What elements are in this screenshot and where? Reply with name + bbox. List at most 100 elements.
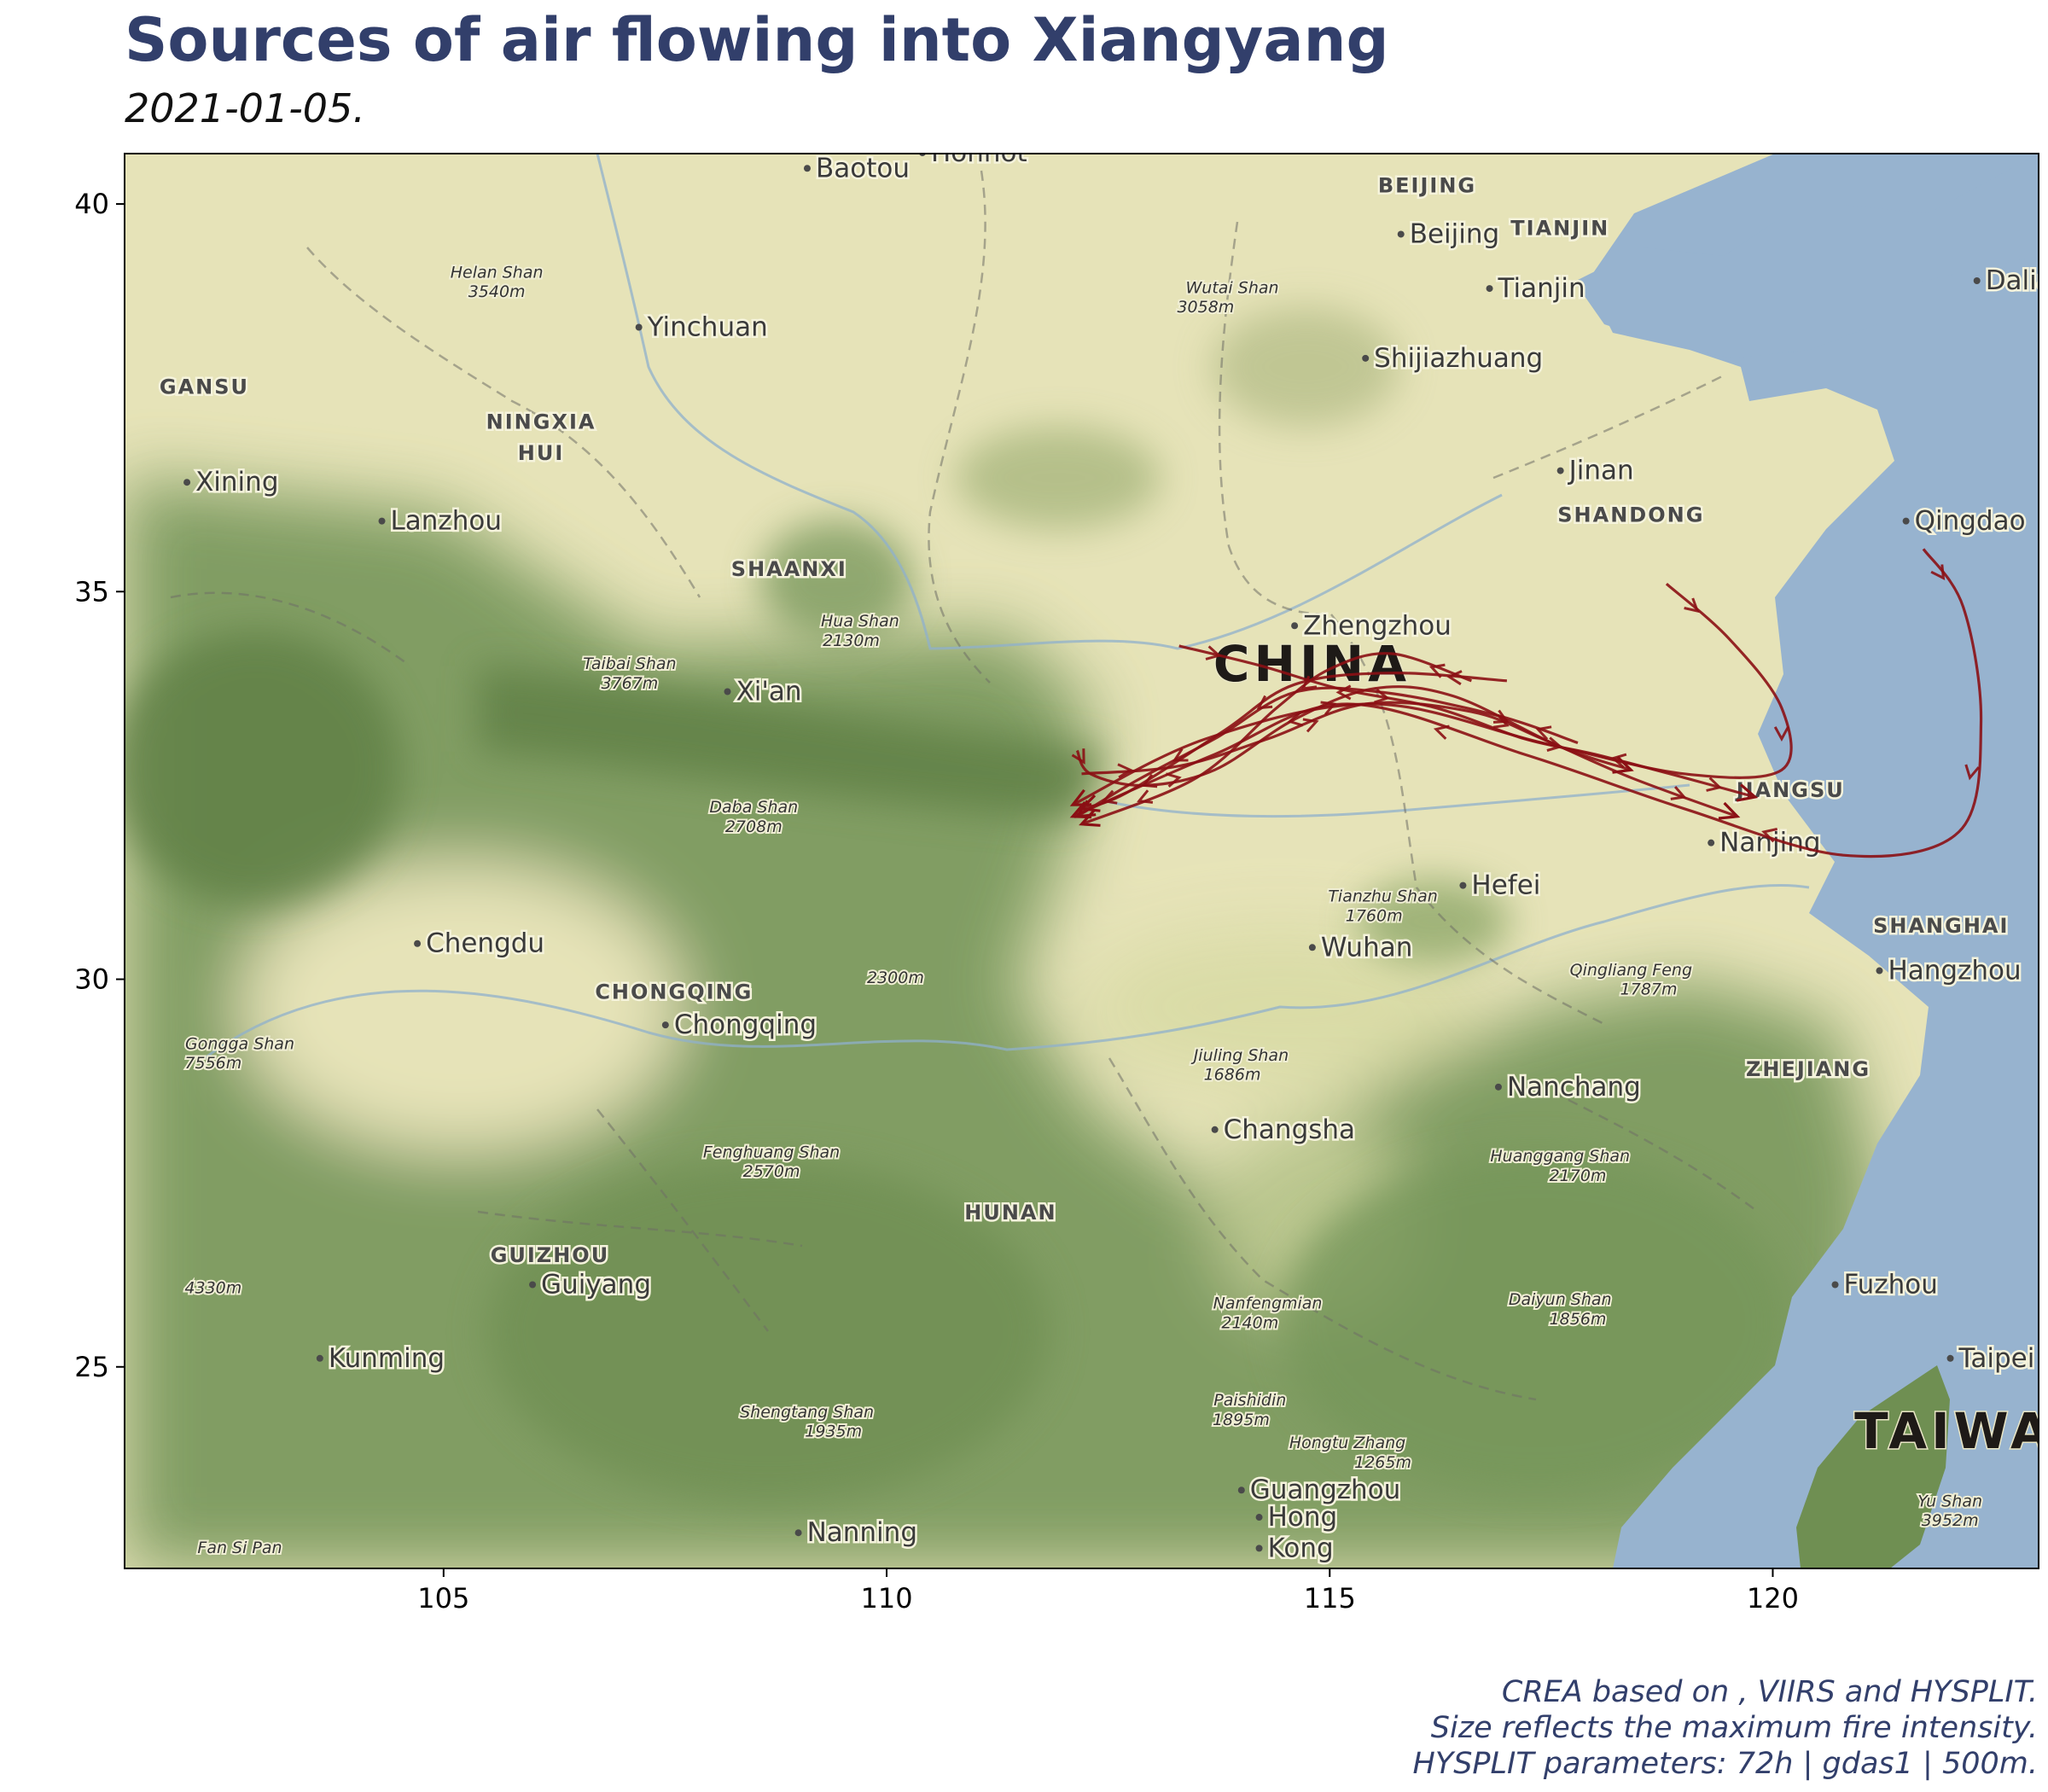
map-label-city: Chengdu: [426, 928, 544, 959]
map-label-region: NINGXIA: [486, 410, 596, 434]
sea: [1587, 154, 2039, 1568]
city-marker: [661, 1021, 669, 1029]
city-marker: [1494, 1083, 1502, 1091]
map-label-city: Guangzhou: [1250, 1475, 1401, 1505]
trajectory-line: [1080, 672, 1508, 811]
map-label-peak: 1856m: [1550, 1310, 1607, 1329]
city-marker: [1255, 1545, 1263, 1552]
trajectory-arrow: [1670, 786, 1687, 800]
map-label-peak: Wutai Shan: [1186, 279, 1279, 298]
map-label-peak: 3058m: [1177, 298, 1234, 317]
map-label-city: Nanning: [807, 1517, 917, 1548]
trajectory-arrow: [1612, 755, 1634, 774]
city-marker: [414, 940, 422, 947]
trajectory-arrow: [1205, 645, 1222, 660]
trajectory-arrow: [1300, 675, 1318, 690]
x-tick-label: 120: [1747, 1582, 1799, 1615]
place-labels: Baotou Hohhot BEIJING Beijing TIANJIN Tianjin…: [157, 154, 2039, 1566]
map-label-city: Fuzhou: [1844, 1269, 1938, 1300]
map-label-city: Hangzhou: [1888, 956, 2021, 986]
map-label-region: BEIJING: [1378, 173, 1476, 197]
map-label-peak: Fan Si Pan: [197, 1539, 282, 1557]
map-label-city: Jinan: [1568, 456, 1634, 486]
map-label-city: Hong: [1268, 1502, 1338, 1533]
map-label-city: Nanjing: [1719, 828, 1820, 858]
x-axis: 105 110 115 120: [417, 1568, 1799, 1615]
y-axis: 25 30 35 40: [74, 188, 125, 1383]
city-marker: [1397, 230, 1405, 238]
map-label-peak: Fenghuang Shan: [703, 1143, 840, 1161]
map-label-peak: 3767m: [601, 674, 658, 693]
trajectory-arrow: [1302, 718, 1319, 733]
chart-subtitle: 2021-01-05.: [125, 85, 365, 131]
map-label-city: Lanzhou: [391, 506, 502, 537]
map-label-city: Chongqing: [674, 1009, 817, 1040]
caption-line-2: Size reflects the maximum fire intensity…: [1430, 1711, 2038, 1745]
map-label-region: JIANGSU: [1735, 778, 1845, 802]
map-label-peak: 1895m: [1213, 1411, 1270, 1429]
map-label-country: CHINA: [1213, 635, 1411, 693]
admin-borders: [170, 170, 1759, 1401]
map-label-peak: Gongga Shan: [185, 1034, 294, 1053]
map-label-region: HUI: [518, 441, 565, 465]
caption-line-3: HYSPLIT parameters: 72h | gdas1 | 500m.: [1412, 1747, 2039, 1781]
map-label-city: Beijing: [1410, 218, 1500, 249]
city-marker: [1486, 285, 1493, 293]
city-marker: [803, 165, 811, 172]
map-label-peak: 2140m: [1221, 1313, 1278, 1332]
chart-title: Sources of air flowing into Xiangyang: [125, 5, 1389, 75]
map-label-peak: 2300m: [867, 969, 924, 987]
map-label-peak: 4330m: [184, 1278, 241, 1297]
city-marker: [794, 1529, 802, 1537]
caption-line-1: CREA based on , VIIRS and HYSPLIT.: [1501, 1675, 2038, 1709]
trajectory-arrow: [1773, 726, 1789, 742]
city-marker: [378, 517, 386, 525]
map-label-peak: 1686m: [1204, 1066, 1261, 1085]
map-label-peak: 1265m: [1354, 1453, 1411, 1472]
trajectory-line: [1075, 685, 1632, 788]
map-label-peak: Shengtang Shan: [740, 1403, 874, 1422]
map-label-region: HUNAN: [964, 1201, 1056, 1225]
trajectory-arrow: [1761, 828, 1778, 843]
city-marker: [635, 323, 643, 331]
map-label-peak: 1760m: [1346, 906, 1403, 925]
trajectory-arrow: [1117, 763, 1133, 779]
city-marker: [1362, 354, 1370, 362]
map-label-peak: 1787m: [1620, 980, 1678, 999]
trajectory-arrow: [1684, 597, 1700, 614]
y-tick-label: 40: [74, 188, 109, 220]
city-marker: [724, 688, 731, 695]
city-marker: [1255, 1514, 1263, 1521]
trajectory-arrow: [1736, 783, 1759, 802]
map-label-peak: 2570m: [743, 1162, 800, 1181]
trajectory-arrow: [1256, 695, 1273, 710]
trajectory-arrow: [1320, 701, 1337, 716]
city-marker: [1973, 276, 1981, 284]
map-label-region: GUIZHOU: [491, 1243, 610, 1267]
trajectory-arrow: [1446, 670, 1463, 686]
city-marker: [1308, 944, 1316, 951]
city-marker: [1902, 517, 1910, 525]
trajectory-arrow: [1535, 725, 1552, 741]
bohai-sea: [1574, 154, 2039, 358]
trajectory-arrow: [1071, 748, 1085, 765]
trajectory-arrow: [1964, 764, 1980, 781]
map-label-peak: Hongtu Zhang: [1289, 1434, 1405, 1452]
map-label-city: Nanchang: [1507, 1072, 1641, 1103]
city-marker: [1876, 967, 1883, 975]
trajectory-line: [1072, 548, 1983, 858]
city-marker: [1831, 1281, 1839, 1289]
map-label-peak: 2708m: [725, 817, 783, 836]
city-marker: [1211, 1126, 1219, 1133]
trajectory-arrow: [1079, 794, 1101, 812]
trajectory-arrow: [1706, 777, 1723, 792]
city-marker: [1237, 1487, 1245, 1494]
rivers: [204, 154, 1810, 1060]
trajectory-arrow: [1165, 772, 1182, 788]
map-label-city: Changsha: [1224, 1114, 1355, 1145]
map-label-peak: Qingliang Feng: [1570, 961, 1692, 980]
map-label-peak: Daba Shan: [709, 798, 798, 817]
city-marker: [1708, 839, 1715, 847]
map-label-city: Taipei: [1958, 1343, 2035, 1374]
